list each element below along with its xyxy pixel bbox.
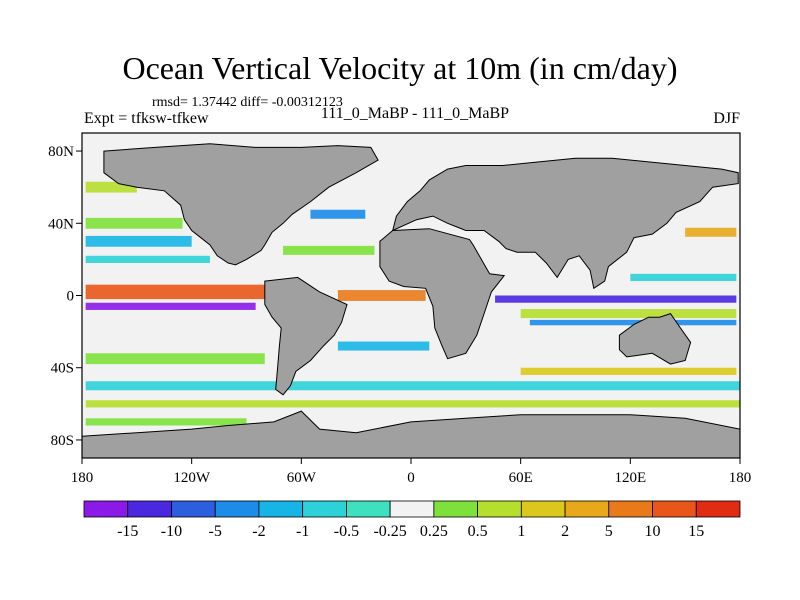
continent-eurasia (391, 157, 739, 290)
y-tick-label-3: 40S (51, 361, 74, 377)
anomaly-band-1 (85, 284, 265, 300)
anomaly-band-8 (85, 217, 183, 229)
colorbar-label-13: 15 (688, 523, 704, 540)
continent-antarctica (82, 410, 740, 458)
y-axis: 80N 40N 0 40S 80S (48, 144, 82, 449)
colorbar-box-9 (477, 500, 522, 518)
colorbar-box-7 (389, 500, 435, 518)
anomaly-band-2 (85, 302, 256, 310)
anomaly-band-13 (85, 400, 740, 408)
colorbar-label-1: -10 (161, 523, 182, 540)
x-tick-label-5: 120E (614, 470, 646, 486)
colorbar-box-6 (345, 500, 391, 518)
anomaly-band-19 (630, 273, 737, 282)
colorbar-label-2: -5 (209, 523, 222, 540)
colorbar-box-10 (520, 500, 566, 518)
colorbar: -15 -10 -5 -2 -1 -0.5 -0.25 0.25 0.5 1 2 5 10 15 (83, 500, 741, 540)
continent-australia (618, 313, 692, 365)
colorbar-label-11: 5 (605, 523, 613, 540)
colorbar-box-8 (433, 500, 479, 518)
colorbar-box-2 (171, 500, 216, 518)
anomaly-band-10 (85, 181, 137, 193)
anomaly-band-14 (520, 367, 737, 375)
colorbar-box-1 (127, 500, 172, 518)
x-tick-label-6: 180 (729, 470, 752, 486)
anomaly-band-16 (283, 245, 375, 255)
colorbar-box-0 (83, 500, 129, 518)
colorbar-label-3: -2 (252, 523, 265, 540)
continent-south-america (264, 276, 348, 396)
anomaly-band-6 (529, 319, 737, 326)
colorbar-label-9: 1 (517, 523, 525, 540)
y-tick-label-1: 40N (48, 216, 74, 232)
anomaly-band-7 (85, 235, 192, 247)
colorbar-label-10: 2 (561, 523, 569, 540)
center-label: 111_0_MaBP - 111_0_MaBP (320, 105, 510, 122)
colorbar-label-7: 0.25 (420, 523, 448, 540)
anomaly-band-17 (310, 209, 366, 219)
x-tick-label-3: 0 (407, 470, 415, 486)
colorbar-box-11 (564, 500, 610, 518)
map-layer (82, 133, 740, 458)
anomaly-band-4 (495, 295, 737, 303)
continent-north-america (103, 143, 379, 266)
colorbar-box-5 (302, 500, 347, 518)
y-tick-label-0: 80N (48, 144, 74, 160)
y-tick-label-4: 80S (51, 433, 74, 449)
colorbar-label-6: -0.25 (373, 523, 406, 540)
colorbar-box-3 (214, 500, 260, 518)
anomaly-band-3 (337, 290, 426, 301)
anomaly-band-11 (85, 353, 265, 365)
colorbar-label-8: 0.5 (468, 523, 488, 540)
y-tick-label-2: 0 (67, 289, 75, 305)
continent-africa (379, 228, 506, 360)
x-tick-label-4: 60E (509, 470, 533, 486)
x-tick-label-2: 60W (287, 470, 317, 486)
colorbar-label-4: -1 (296, 523, 309, 540)
x-tick-label-0: 180 (71, 470, 94, 486)
experiment-label: Expt = tfksw-tfkew (84, 110, 209, 127)
anomaly-band-18 (685, 227, 737, 237)
anomaly-band-15 (337, 341, 430, 351)
anomaly-band-5 (520, 309, 737, 319)
colorbar-box-12 (608, 500, 653, 518)
colorbar-label-12: 10 (645, 523, 661, 540)
chart-title: Ocean Vertical Velocity at 10m (in cm/da… (122, 50, 678, 86)
anomaly-band-9 (85, 255, 210, 263)
colorbar-box-13 (652, 500, 697, 518)
colorbar-box-4 (258, 500, 304, 518)
x-axis: 180 120W 60W 0 60E 120E 180 (71, 458, 752, 486)
stats-label: rmsd= 1.37442 diff= -0.00312123 (152, 95, 343, 110)
colorbar-label-5: -0.5 (334, 523, 359, 540)
anomaly-band-20 (85, 418, 247, 426)
season-label: DJF (713, 110, 740, 127)
anomaly-band-12 (85, 381, 740, 391)
colorbar-label-0: -15 (117, 523, 138, 540)
x-tick-label-1: 120W (173, 470, 211, 486)
colorbar-box-14 (695, 500, 741, 518)
